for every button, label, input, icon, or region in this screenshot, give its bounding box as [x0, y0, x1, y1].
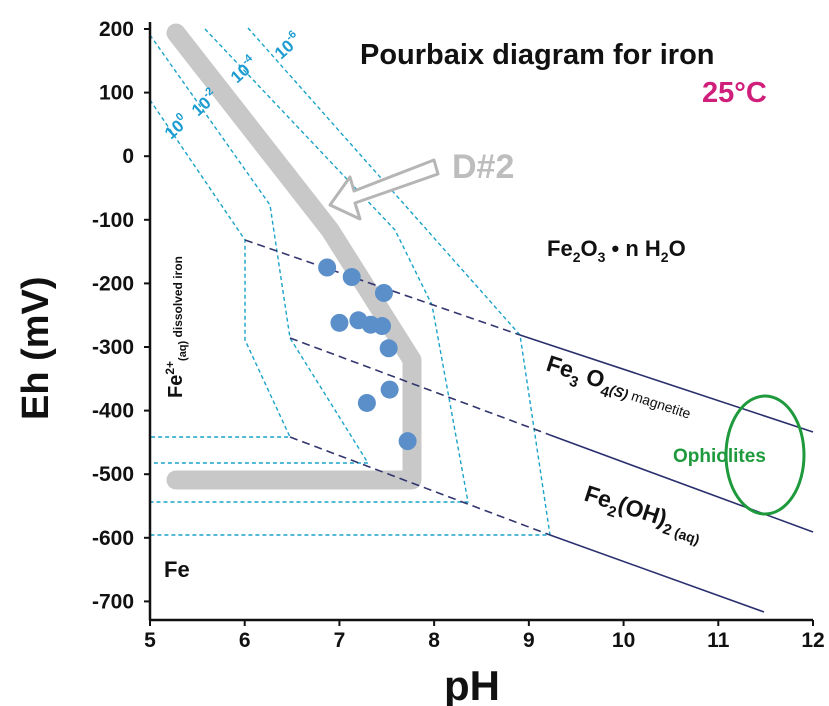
sample-point [380, 380, 399, 399]
x-tick-label: 11 [707, 629, 730, 652]
temperature-label: 25°C [702, 77, 767, 109]
dissolved-iron-label: Fe2+(aq) dissolved iron [163, 256, 189, 398]
x-tick-label: 9 [523, 629, 535, 652]
hydroxide-dashed [289, 436, 551, 536]
d2-annotation: D#2 [452, 148, 514, 186]
x-tick-label: 6 [239, 629, 251, 652]
concentration-line-1e-2 [149, 34, 370, 464]
sample-point [379, 339, 398, 358]
ophiolites-label: Ophiolites [673, 446, 766, 467]
sample-point [342, 268, 361, 287]
concentration-label-1e-6: 10-6 [270, 28, 305, 63]
concentration-line-1e0 [149, 99, 292, 438]
x-tick-label: 7 [334, 629, 346, 652]
phase-boundaries-solid [519, 334, 814, 613]
y-tick-label: -100 [92, 209, 134, 232]
y-tick-label: 0 [122, 145, 134, 168]
y-ticks: 200 100 0 -100 -200 -300 -400 -500 -600 -700 [92, 18, 150, 613]
concentration-label-1e0: 100 [160, 111, 193, 143]
sample-point [373, 317, 392, 336]
sample-point [374, 283, 393, 302]
diagram-title: Pourbaix diagram for iron [360, 39, 715, 71]
magnetite-label: Fe3 O4(S) magnetite [542, 350, 697, 427]
sample-point [318, 258, 337, 277]
sample-points [318, 258, 417, 451]
d2-arrow [328, 158, 440, 221]
hematite-label: Fe2O3 • n H2O [547, 236, 686, 265]
x-ticks: 5 6 7 8 9 10 11 12 [144, 620, 825, 652]
hydroxide-iron-boundary [549, 534, 765, 613]
x-axis-title: pH [444, 662, 500, 706]
y-tick-label: -400 [92, 400, 134, 423]
x-tick-label: 8 [428, 629, 440, 652]
trend-band [166, 23, 422, 490]
ophiolites-ellipse [724, 394, 806, 516]
y-tick-label: -700 [92, 590, 134, 613]
x-tick-label: 12 [801, 629, 824, 652]
y-axis-title: Eh (mV) [15, 276, 57, 420]
y-tick-label: -200 [92, 272, 134, 295]
ferrous-hydroxide-label: Fe2(OH)2 (aq) [580, 480, 707, 548]
magnetite-hydroxide-boundary [549, 434, 814, 533]
y-tick-label: -600 [92, 527, 134, 550]
x-tick-label: 5 [144, 629, 156, 652]
y-tick-label: 100 [99, 82, 134, 105]
iron-metal-label: Fe [164, 557, 190, 582]
magnetite-hydroxide-dashed [289, 337, 551, 436]
sample-point [398, 432, 417, 451]
y-tick-label: -300 [92, 336, 134, 359]
sample-point [330, 313, 349, 332]
y-tick-label: -500 [92, 463, 134, 486]
hematite-magnetite-boundary [519, 334, 814, 433]
x-tick-label: 10 [612, 629, 635, 652]
sample-point [357, 393, 376, 412]
y-tick-label: 200 [99, 18, 134, 41]
